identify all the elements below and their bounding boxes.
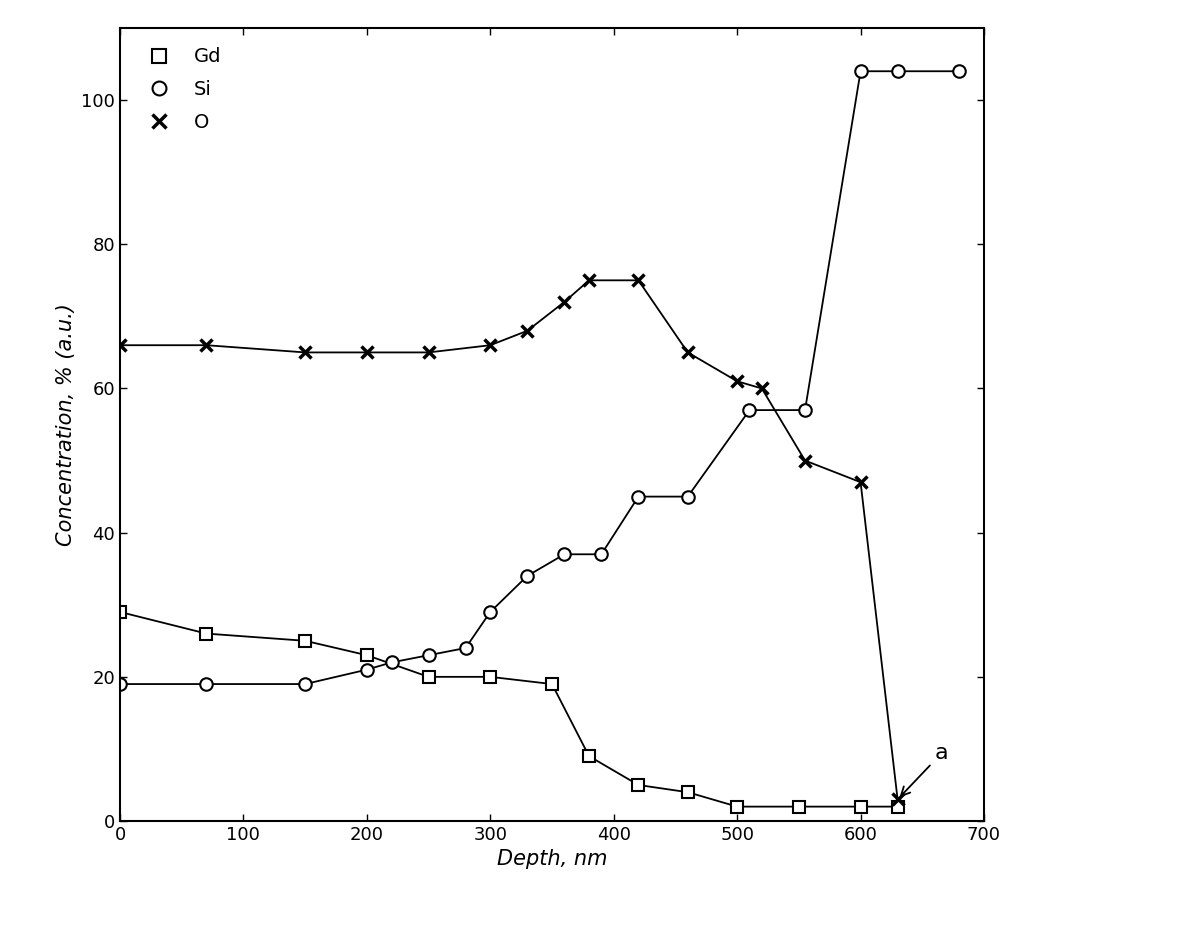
- Y-axis label: Concentration, % (a.u.): Concentration, % (a.u.): [55, 303, 76, 546]
- Legend: Gd, Si, O: Gd, Si, O: [130, 37, 232, 142]
- Gd: [631, 779, 646, 790]
- O: [298, 347, 312, 358]
- Text: a: a: [901, 744, 948, 796]
- O: [199, 340, 214, 351]
- O: [755, 383, 769, 394]
- O: [853, 477, 868, 488]
- O: [680, 347, 695, 358]
- Si: [520, 570, 534, 581]
- Si: [384, 657, 398, 668]
- Si: [952, 65, 966, 77]
- O: [631, 274, 646, 285]
- Gd: [730, 801, 744, 813]
- O: [890, 794, 905, 805]
- O: [557, 297, 571, 308]
- Si: [360, 664, 374, 675]
- O: [360, 347, 374, 358]
- Gd: [680, 787, 695, 798]
- Line: O: O: [114, 274, 904, 806]
- Gd: [890, 801, 905, 813]
- Si: [557, 549, 571, 560]
- Si: [743, 405, 757, 416]
- Si: [199, 678, 214, 689]
- O: [730, 376, 744, 387]
- Si: [680, 491, 695, 502]
- Gd: [113, 606, 127, 618]
- O: [798, 455, 812, 466]
- X-axis label: Depth, nm: Depth, nm: [497, 849, 607, 870]
- Si: [853, 65, 868, 77]
- O: [582, 274, 596, 285]
- Si: [798, 405, 812, 416]
- O: [484, 340, 498, 351]
- Gd: [484, 671, 498, 682]
- O: [421, 347, 436, 358]
- Si: [484, 606, 498, 618]
- Si: [458, 643, 473, 654]
- Line: Gd: Gd: [114, 606, 904, 813]
- Si: [113, 678, 127, 689]
- Gd: [582, 750, 596, 761]
- Si: [594, 549, 608, 560]
- Gd: [199, 628, 214, 639]
- Gd: [298, 635, 312, 647]
- Si: [631, 491, 646, 502]
- Gd: [792, 801, 806, 813]
- Si: [890, 65, 905, 77]
- Gd: [421, 671, 436, 682]
- O: [113, 340, 127, 351]
- Si: [421, 649, 436, 661]
- Gd: [853, 801, 868, 813]
- Gd: [545, 678, 559, 689]
- Si: [298, 678, 312, 689]
- Gd: [360, 649, 374, 661]
- O: [520, 326, 534, 337]
- Line: Si: Si: [114, 65, 966, 690]
